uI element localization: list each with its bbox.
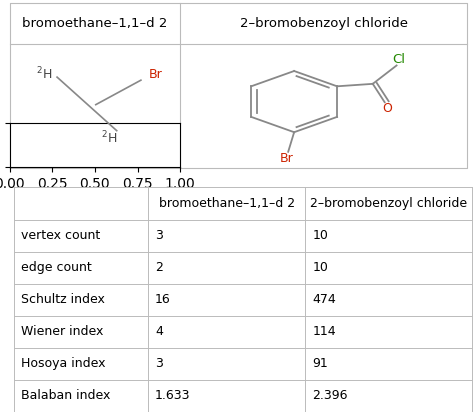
Text: vertex count: vertex count (21, 229, 100, 242)
Text: 3: 3 (155, 229, 163, 242)
Text: $^{2}$H: $^{2}$H (100, 130, 117, 147)
Text: 4: 4 (155, 325, 163, 338)
Text: 10: 10 (312, 229, 327, 242)
Text: 114: 114 (312, 325, 336, 338)
Text: Hosoya index: Hosoya index (21, 357, 106, 370)
Text: 16: 16 (155, 293, 170, 306)
Text: bromoethane–1,1–d 2: bromoethane–1,1–d 2 (158, 197, 294, 210)
Text: Schultz index: Schultz index (21, 293, 105, 306)
Text: 2–bromobenzoyl chloride: 2–bromobenzoyl chloride (309, 197, 466, 210)
Text: Br: Br (149, 68, 162, 81)
Text: 3: 3 (155, 357, 163, 370)
Text: Cl: Cl (391, 54, 404, 66)
Text: 2.396: 2.396 (312, 389, 347, 403)
Text: bromoethane–1,1–d 2: bromoethane–1,1–d 2 (22, 17, 167, 30)
Text: Br: Br (279, 152, 292, 165)
Text: 2: 2 (155, 261, 163, 274)
Text: edge count: edge count (21, 261, 92, 274)
Text: 91: 91 (312, 357, 327, 370)
Text: $^{2}$H: $^{2}$H (36, 66, 52, 82)
Text: 2–bromobenzoyl chloride: 2–bromobenzoyl chloride (239, 17, 407, 30)
Text: 474: 474 (312, 293, 336, 306)
Text: 1.633: 1.633 (155, 389, 190, 403)
Text: Wiener index: Wiener index (21, 325, 104, 338)
Text: Balaban index: Balaban index (21, 389, 110, 403)
Text: 10: 10 (312, 261, 327, 274)
Text: O: O (382, 103, 392, 115)
